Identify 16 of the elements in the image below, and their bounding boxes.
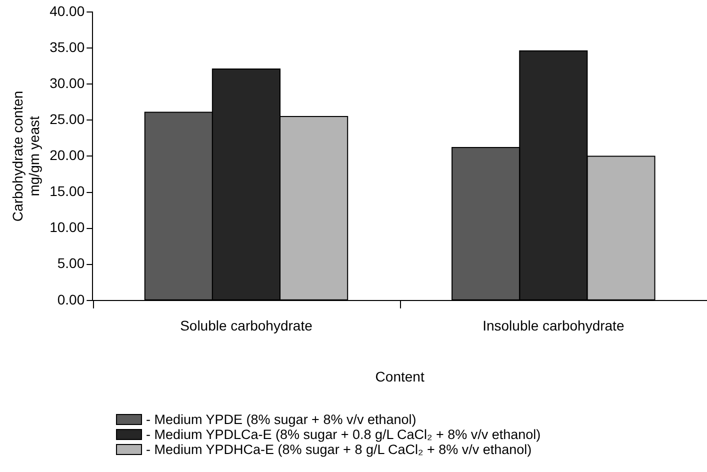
y-tick-label: 0.00 xyxy=(57,291,85,308)
y-tick-label: 35.00 xyxy=(50,38,85,55)
y-tick-label: 10.00 xyxy=(50,219,85,236)
x-tick-label: Insoluble carbohydrate xyxy=(482,318,624,334)
x-tick-label: Soluble carbohydrate xyxy=(180,318,313,334)
x-axis-title: Content xyxy=(375,368,424,384)
y-tick-label: 25.00 xyxy=(50,111,85,128)
y-tick-label: 30.00 xyxy=(50,74,85,91)
legend-label: - Medium YPDHCa-E (8% sugar + 8 g/L CaCl₂ + 8% v/v ethanol) xyxy=(146,442,532,457)
legend-label: - Medium YPDE (8% sugar + 8% v/v ethanol) xyxy=(146,412,416,427)
y-tick-label: 40.00 xyxy=(50,2,85,19)
y-tick-label: 15.00 xyxy=(50,183,85,200)
y-axis-title: Carbohydrate conten mg/gm yeast xyxy=(9,90,42,222)
legend-label: - Medium YPDLCa-E (8% sugar + 0.8 g/L CaCl₂ + 8% v/v ethanol) xyxy=(146,427,541,442)
y-tick-label: 5.00 xyxy=(57,255,85,272)
y-tick-label: 20.00 xyxy=(50,147,85,164)
